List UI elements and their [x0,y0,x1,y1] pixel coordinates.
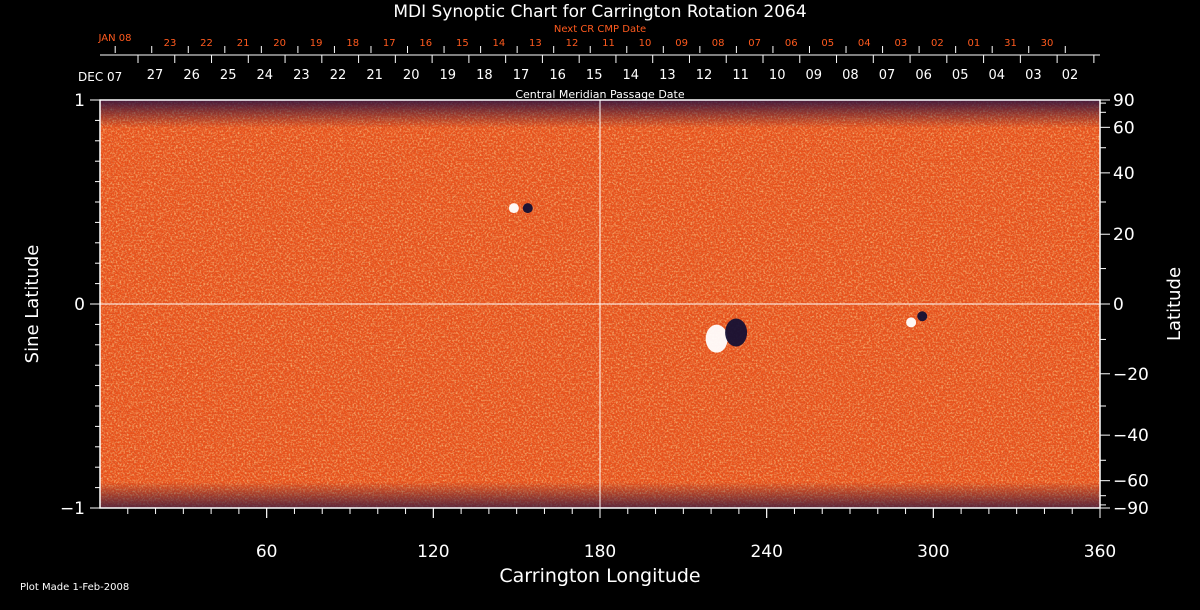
next-cr-date-label: 04 [858,38,871,49]
cmp-date-label: 27 [147,68,164,83]
y-axis-left-label: Sine Latitude [22,245,43,364]
x-axis-label: Carrington Longitude [499,565,700,587]
cmp-date-label: 07 [879,68,896,83]
cmp-date-label: 14 [623,68,640,83]
positive-polarity-spot [705,324,728,353]
cmp-date-label: 06 [915,68,932,83]
cmp-date-label: 09 [806,68,823,83]
next-cr-date-label: 18 [346,38,359,49]
cmp-date-label: 13 [659,68,676,83]
x-tick-label: 360 [1084,542,1116,562]
next-cr-date-label: 08 [712,38,725,49]
next-cr-start-label: JAN 08 [98,33,132,44]
y-left-tick-label: −1 [60,499,85,519]
cmp-date-label: 19 [440,68,457,83]
x-tick-label: 240 [750,542,782,562]
y-right-tick-label: −60 [1113,472,1149,492]
next-cr-date-label: 10 [639,38,652,49]
next-cr-date-label: 01 [968,38,981,49]
y-right-tick-label: 90 [1113,91,1135,111]
cmp-date-label: 18 [476,68,493,83]
cmp-date-label: 02 [1062,68,1079,83]
next-cr-date-label: 05 [821,38,834,49]
next-cr-axis-label: Next CR CMP Date [554,24,646,35]
y-right-tick-label: 60 [1113,118,1135,138]
cmp-date-label: 26 [183,68,200,83]
cmp-date-label: 16 [549,68,566,83]
cmp-date-label: 15 [586,68,603,83]
next-cr-date-label: 20 [273,38,286,49]
chart-title: MDI Synoptic Chart for Carrington Rotati… [393,2,806,22]
next-cr-date-label: 15 [456,38,469,49]
next-cr-date-label: 17 [383,38,396,49]
y-right-tick-label: −20 [1113,365,1149,385]
y-right-tick-label: 20 [1113,225,1135,245]
cmp-date-label: 10 [769,68,786,83]
y-right-tick-label: −90 [1113,499,1149,519]
cmp-date-label: 05 [952,68,969,83]
cmp-date-label: 12 [696,68,713,83]
next-cr-date-label: 14 [493,38,506,49]
cmp-date-label: 24 [257,68,274,83]
x-tick-label: 120 [417,542,449,562]
next-cr-date-label: 16 [419,38,432,49]
next-cr-date-label: 21 [237,38,250,49]
cmp-date-label: 08 [842,68,859,83]
positive-polarity-spot [508,203,519,214]
next-cr-date-label: 06 [785,38,798,49]
cmp-axis-label: Central Meridian Passage Date [515,88,684,101]
next-cr-date-label: 09 [675,38,688,49]
plot-made-note: Plot Made 1-Feb-2008 [20,582,129,593]
cmp-date-label: 11 [732,68,749,83]
next-cr-date-label: 31 [1004,38,1017,49]
next-cr-date-label: 22 [200,38,213,49]
x-tick-label: 300 [917,542,949,562]
negative-polarity-spot [725,318,748,347]
y-right-tick-label: 0 [1113,295,1124,315]
y-axis-right-label: Latitude [1164,267,1185,341]
y-right-tick-label: 40 [1113,164,1135,184]
cmp-date-label: 25 [220,68,237,83]
next-cr-date-label: 11 [602,38,615,49]
negative-polarity-spot [917,311,928,322]
next-cr-date-label: 07 [748,38,761,49]
next-cr-date-label: 12 [566,38,579,49]
y-left-tick-label: 0 [74,295,85,315]
y-left-tick-label: 1 [74,91,85,111]
x-tick-label: 60 [256,542,278,562]
next-cr-date-label: 19 [310,38,323,49]
y-right-tick-label: −40 [1113,426,1149,446]
next-cr-date-label: 30 [1041,38,1054,49]
cmp-date-label: 17 [513,68,530,83]
next-cr-date-label: 13 [529,38,542,49]
cmp-date-label: 20 [403,68,420,83]
next-cr-date-label: 02 [931,38,944,49]
cmp-start-label: DEC 07 [78,70,122,84]
cmp-date-label: 04 [989,68,1006,83]
negative-polarity-spot [522,203,533,214]
cmp-date-label: 22 [330,68,347,83]
positive-polarity-spot [906,317,917,328]
x-tick-label: 180 [584,542,616,562]
next-cr-date-label: 23 [164,38,177,49]
cmp-date-label: 21 [366,68,383,83]
cmp-date-label: 23 [293,68,310,83]
cmp-date-label: 03 [1025,68,1042,83]
next-cr-date-label: 03 [894,38,907,49]
